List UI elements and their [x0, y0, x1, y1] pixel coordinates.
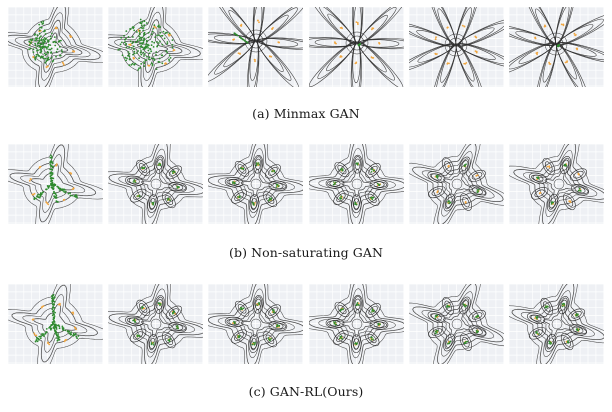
panel-ours-2 — [108, 284, 204, 364]
caption-minmax-gan: (a) Minmax GAN — [252, 106, 360, 121]
row-minmax-gan — [8, 7, 604, 87]
panel-minmax-4 — [308, 7, 404, 87]
panel-minmax-5 — [408, 7, 504, 87]
panel-nonsat-3 — [208, 144, 304, 224]
panel-ours-6 — [508, 284, 604, 364]
panel-ours-4 — [308, 284, 404, 364]
panel-nonsat-4 — [308, 144, 404, 224]
panel-minmax-2 — [108, 7, 204, 87]
panel-minmax-1 — [8, 7, 103, 87]
panel-nonsat-6 — [508, 144, 604, 224]
panel-ours-3 — [208, 284, 304, 364]
panel-ours-5 — [408, 284, 504, 364]
row-non-saturating-gan — [8, 144, 604, 224]
panel-nonsat-1 — [8, 144, 103, 224]
row-gan-rl-ours — [8, 284, 604, 364]
panel-minmax-3 — [208, 7, 304, 87]
panel-minmax-6 — [508, 7, 604, 87]
caption-non-saturating-gan: (b) Non-saturating GAN — [228, 245, 384, 260]
panel-ours-1 — [8, 284, 103, 364]
panel-nonsat-5 — [408, 144, 504, 224]
caption-gan-rl-ours: (c) GAN-RL(Ours) — [248, 384, 364, 399]
panel-nonsat-2 — [108, 144, 204, 224]
